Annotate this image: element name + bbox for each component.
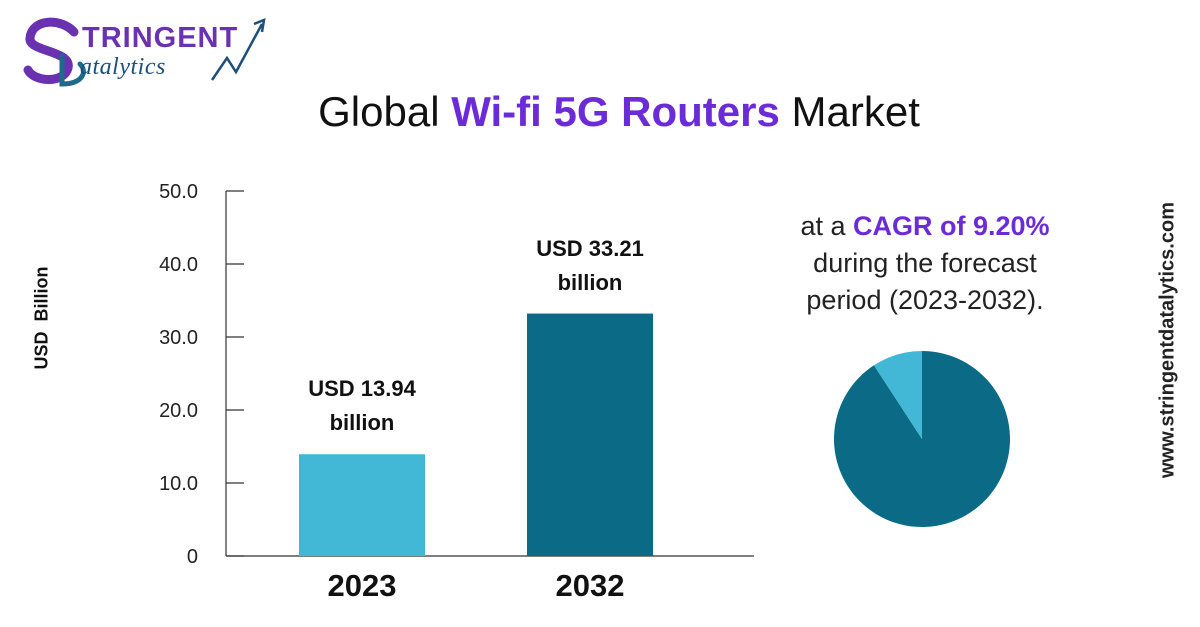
title-highlight: Wi-fi 5G Routers xyxy=(451,88,780,135)
page-title: Global Wi-fi 5G Routers Market xyxy=(0,88,1200,136)
y-tick-label: 10.0 xyxy=(159,473,198,495)
y-tick-label: 30.0 xyxy=(159,327,198,349)
bar-data-label-line2: billion xyxy=(329,410,395,436)
cagr-line3: period (2023-2032). xyxy=(806,285,1044,315)
pie-chart xyxy=(834,351,1010,527)
logo-mark xyxy=(23,17,266,87)
y-tick-label: 0 xyxy=(187,546,198,568)
bar-data-label-line1: USD 13.94 xyxy=(308,376,416,402)
bar-2032 xyxy=(527,313,653,556)
x-tick-label: 2023 xyxy=(328,568,397,603)
x-tick-label: 2032 xyxy=(556,568,625,603)
y-tick-label: 40.0 xyxy=(159,254,198,276)
logo-bottom-text: atalytics xyxy=(80,54,166,80)
bar-data-label-line1: USD 33.21 xyxy=(536,235,644,261)
website-url: www.stringentdatalytics.com xyxy=(1156,202,1179,478)
y-tick-label: 20.0 xyxy=(159,400,198,422)
title-prefix: Global xyxy=(318,88,452,135)
pie-slice-cagr xyxy=(873,351,922,439)
cagr-prefix: at a xyxy=(800,211,853,241)
cagr-text: at a CAGR of 9.20% during the forecast p… xyxy=(770,208,1080,319)
cagr-line2: during the forecast xyxy=(813,248,1037,278)
logo-top-text: TRINGENT xyxy=(82,22,239,54)
bar-data-label-2023: USD 13.94 billion xyxy=(272,372,452,440)
bar-data-label-line2: billion xyxy=(557,269,623,295)
logo: TRINGENT atalytics xyxy=(22,10,282,90)
bar-data-label-2032: USD 33.21 billion xyxy=(500,232,680,300)
y-tick-label: 50.0 xyxy=(159,181,198,203)
bar-2023 xyxy=(299,454,425,556)
cagr-highlight: CAGR of 9.20% xyxy=(853,211,1050,241)
title-suffix: Market xyxy=(779,88,920,135)
